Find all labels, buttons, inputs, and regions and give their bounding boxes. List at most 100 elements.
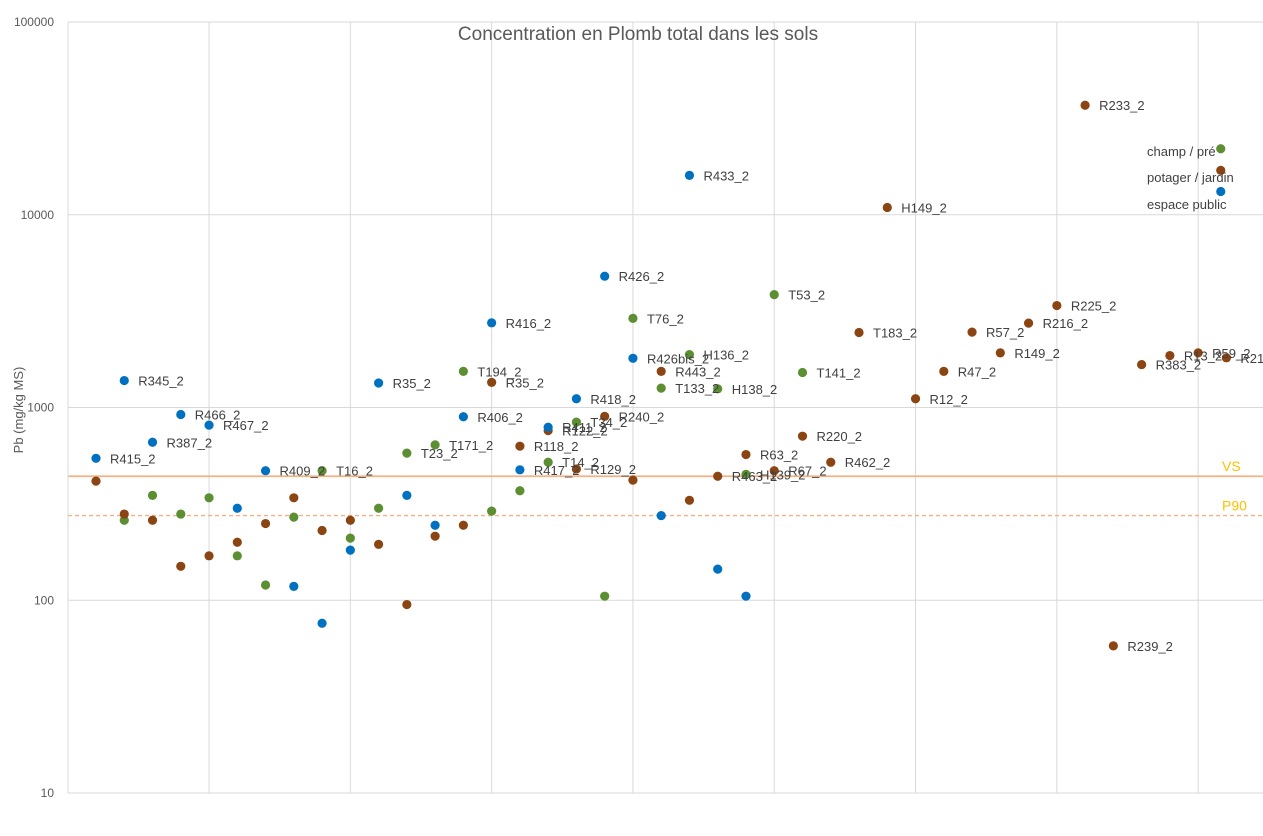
data-point: [260, 580, 271, 590]
data-point: [769, 466, 779, 476]
data-point: [826, 457, 836, 467]
data-point: [374, 503, 384, 513]
data-point: [995, 348, 1005, 358]
data-label: R12_2: [930, 392, 968, 407]
data-point: [119, 375, 129, 386]
data-label: R239_2: [1127, 639, 1173, 654]
data-label: R415_2: [110, 451, 156, 466]
data-point: [487, 377, 497, 387]
data-label: R443_2: [675, 364, 721, 379]
data-label: R466_2: [195, 407, 241, 422]
data-point: [1193, 348, 1203, 358]
data-label: R462_2: [845, 455, 891, 470]
data-point: [515, 465, 525, 475]
data-points: [91, 100, 1231, 651]
y-tick-label: 10: [41, 786, 55, 800]
data-point: [882, 202, 892, 213]
data-label: R35_2: [393, 376, 431, 391]
data-label: R383_2: [1156, 358, 1202, 373]
data-point: [1216, 186, 1226, 197]
data-label: T14_2: [562, 455, 599, 470]
data-point: [119, 509, 129, 519]
data-label: R220_2: [817, 429, 863, 444]
data-point: [1165, 350, 1175, 361]
data-point: [402, 490, 412, 500]
data-point: [713, 471, 723, 481]
data-label: H136_2: [703, 348, 749, 363]
data-label: R149_2: [1014, 346, 1060, 361]
data-label: R59_2: [1212, 346, 1250, 361]
data-point: [289, 581, 299, 591]
data-point: [543, 422, 553, 432]
data-label: R219_2: [1240, 351, 1263, 366]
legend-label: espace public: [1147, 197, 1227, 212]
data-point: [684, 170, 695, 181]
chart-title: Concentration en Plomb total dans les so…: [458, 24, 818, 45]
data-point: [1080, 100, 1090, 110]
data-point: [147, 515, 158, 525]
data-label: R118_2: [534, 439, 579, 454]
data-point: [939, 366, 949, 376]
data-point: [458, 366, 468, 376]
data-label: R409_2: [280, 464, 326, 479]
y-tick-label: 1000: [27, 401, 54, 415]
data-label: T133_2: [675, 381, 719, 396]
y-axis-title: Pb (mg/kg MS): [11, 367, 26, 454]
data-point: [487, 506, 497, 516]
data-point: [232, 503, 242, 513]
data-point: [967, 327, 977, 337]
data-label: R411_2: [562, 420, 607, 435]
data-point: [289, 493, 299, 503]
data-label: R67_2: [788, 464, 826, 479]
data-point: [317, 618, 327, 628]
data-point: [232, 551, 242, 561]
data-point: [713, 564, 723, 574]
data-point: [147, 437, 158, 447]
data-point: [797, 431, 808, 441]
data-point: [430, 531, 440, 541]
data-label: R225_2: [1071, 299, 1117, 314]
data-label: T53_2: [788, 288, 825, 303]
data-label: R240_2: [619, 409, 665, 424]
data-point: [458, 412, 468, 422]
legend-label: potager / jardin: [1147, 170, 1234, 185]
data-point: [628, 475, 638, 485]
data-point: [571, 464, 582, 474]
data-point: [487, 318, 497, 328]
data-point: [458, 520, 468, 530]
data-point: [176, 409, 186, 420]
legend-label: champ / pré: [1147, 144, 1216, 159]
data-label: R416_2: [506, 316, 552, 331]
data-point: [204, 551, 214, 561]
data-label: R387_2: [167, 435, 213, 450]
data-label: R13_2: [1184, 349, 1222, 364]
data-label: T34_2: [590, 415, 627, 430]
data-point: [91, 476, 101, 486]
data-point: [374, 539, 384, 549]
data-point: [1108, 641, 1118, 651]
data-point: [204, 493, 214, 503]
data-point: [797, 367, 808, 378]
data-point: [374, 378, 384, 388]
data-point: [402, 448, 412, 458]
data-point: [600, 411, 610, 421]
data-label: T141_2: [817, 365, 861, 380]
data-point: [1137, 359, 1147, 370]
data-point: [600, 271, 610, 281]
data-point: [1052, 300, 1062, 311]
data-point: [317, 466, 327, 476]
data-label: R129_2: [590, 462, 636, 477]
data-point: [430, 440, 440, 450]
data-point: [91, 453, 101, 463]
data-point: [713, 384, 723, 394]
data-label: T16_2: [336, 464, 373, 479]
data-point: [1221, 353, 1231, 363]
data-point: [402, 599, 412, 610]
data-label: H139_2: [760, 467, 806, 482]
data-point: [628, 353, 638, 363]
data-label: R63_2: [760, 448, 798, 463]
y-tick-label: 100: [34, 593, 54, 607]
data-point: [1023, 318, 1034, 328]
